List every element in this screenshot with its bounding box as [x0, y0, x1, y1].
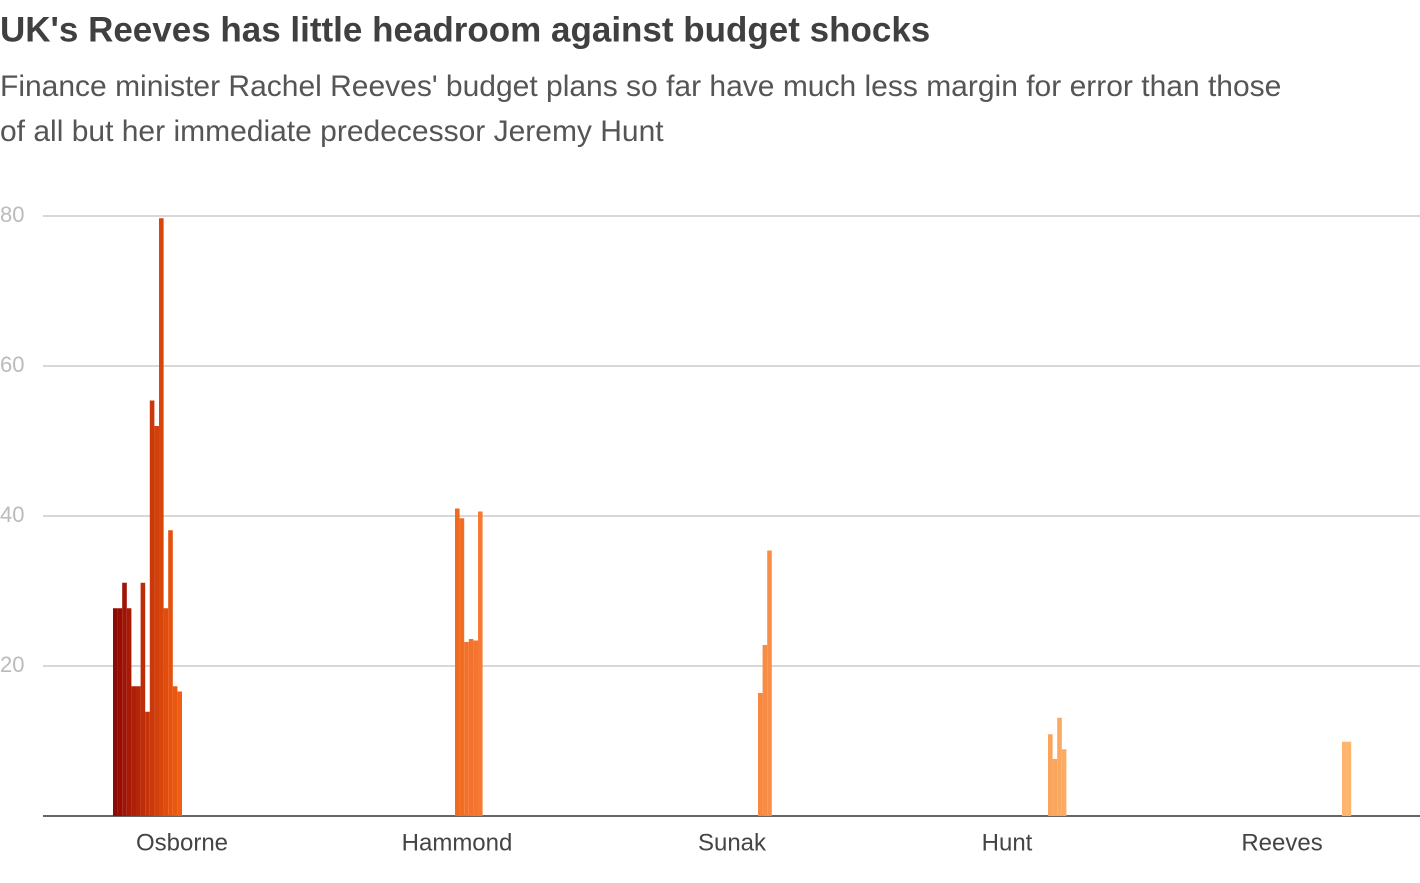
- bar: [1048, 734, 1053, 816]
- bar: [767, 550, 772, 816]
- x-tick-label: Reeves: [1241, 829, 1322, 856]
- bar: [478, 511, 483, 816]
- bar: [455, 508, 460, 816]
- bar: [140, 582, 146, 816]
- bar: [126, 608, 132, 816]
- bar: [464, 642, 469, 816]
- bar: [1342, 741, 1347, 816]
- bar: [473, 640, 478, 816]
- y-tick-label: 20: [0, 652, 24, 677]
- bar: [1052, 759, 1058, 816]
- bar: [1057, 717, 1062, 816]
- bar: [122, 582, 127, 816]
- bar: [762, 645, 768, 816]
- y-tick-label: 40: [0, 502, 24, 527]
- x-tick-label: Hunt: [982, 829, 1033, 856]
- bar: [131, 686, 136, 816]
- bar: [136, 686, 141, 816]
- subtitle: of all but her immediate predecessor Jer…: [0, 115, 664, 148]
- bar: [145, 711, 150, 816]
- x-tick-label: Hammond: [402, 829, 513, 856]
- bar: [468, 639, 474, 816]
- bar: [117, 608, 123, 816]
- bar: [163, 608, 169, 816]
- bar: [149, 400, 155, 816]
- y-tick-label: 80: [0, 202, 24, 227]
- bar: [177, 691, 182, 816]
- y-tick-label: 60: [0, 352, 24, 377]
- bar: [1346, 741, 1352, 816]
- x-tick-label: Sunak: [698, 829, 767, 856]
- bar: [758, 693, 763, 816]
- bar: [113, 608, 118, 816]
- chart-title: UK's Reeves has little headroom against …: [0, 10, 930, 49]
- x-tick-label: Osborne: [136, 829, 228, 856]
- bar: [1061, 749, 1067, 816]
- subtitle: Finance minister Rachel Reeves' budget p…: [0, 70, 1281, 103]
- bar: [172, 686, 178, 816]
- bar: [154, 426, 159, 816]
- bar: [459, 518, 465, 816]
- bar: [159, 218, 164, 816]
- bar: [168, 530, 173, 816]
